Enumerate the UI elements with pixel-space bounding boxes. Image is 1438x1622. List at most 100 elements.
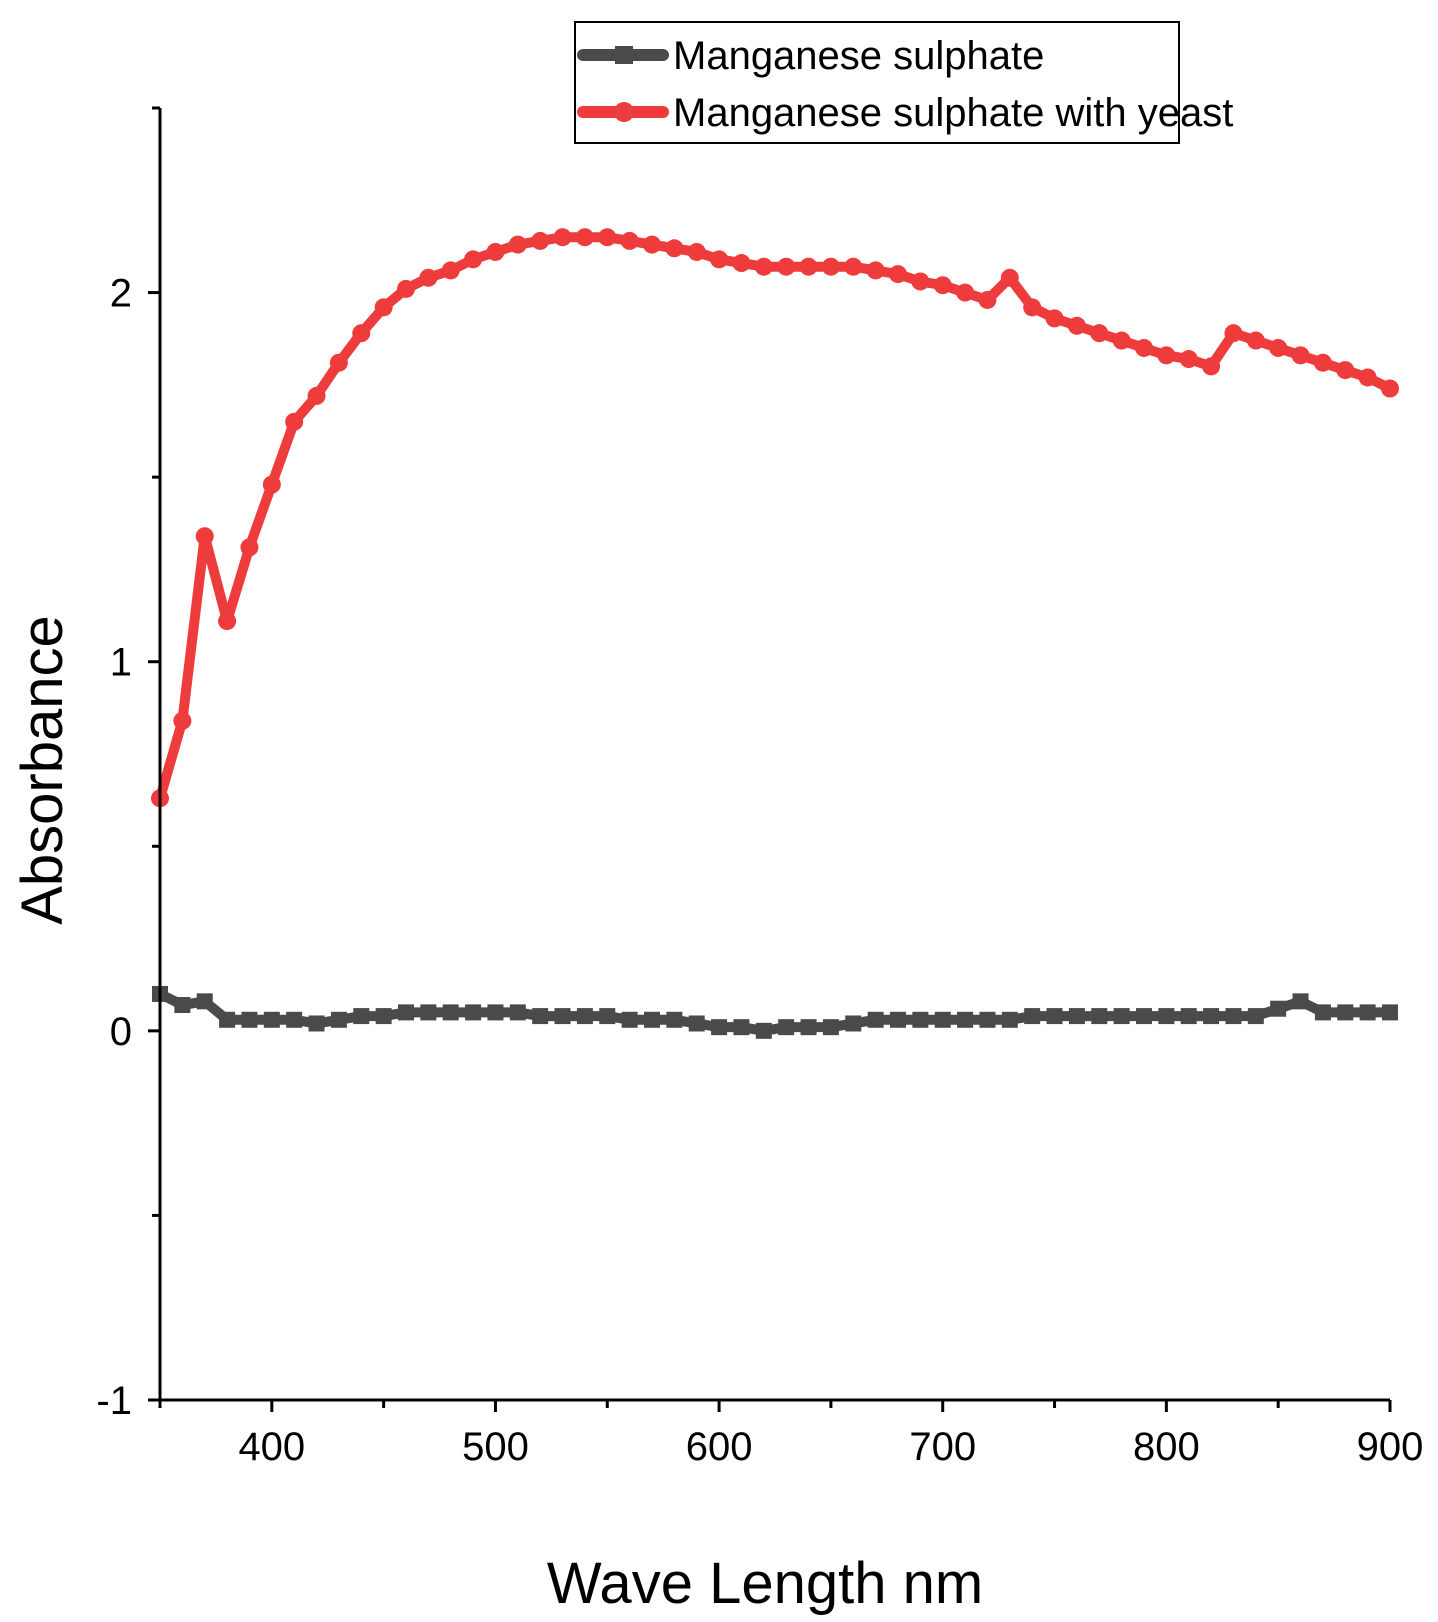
data-point	[1203, 1008, 1220, 1025]
data-point	[1291, 346, 1310, 365]
data-point	[889, 265, 907, 284]
data-point	[531, 231, 550, 250]
data-point	[778, 1019, 795, 1036]
data-point	[308, 1015, 325, 1032]
x-tick-label: 900	[1357, 1425, 1424, 1469]
data-point	[688, 1015, 705, 1032]
data-point	[1336, 361, 1355, 380]
data-point	[219, 1011, 236, 1028]
data-point	[911, 272, 930, 291]
data-point	[866, 261, 885, 280]
data-point	[1314, 1004, 1331, 1021]
data-point	[711, 1019, 728, 1036]
y-tick-label: -1	[96, 1379, 132, 1423]
data-point	[979, 1011, 996, 1028]
data-point	[1225, 1008, 1242, 1025]
data-point	[666, 1011, 683, 1028]
data-point	[441, 261, 460, 280]
data-point	[285, 412, 304, 431]
legend-items: Manganese sulphate Manganese sulphate wit…	[577, 34, 1233, 135]
data-point	[486, 242, 505, 261]
data-point	[620, 231, 639, 250]
data-point	[1136, 1008, 1152, 1025]
data-point	[754, 257, 773, 276]
data-point	[1313, 353, 1332, 372]
y-axis-title: Absorbance	[10, 615, 75, 925]
data-point	[1024, 1008, 1041, 1025]
data-point	[330, 1011, 347, 1028]
data-point	[1067, 316, 1086, 335]
series-1	[152, 985, 1398, 1039]
data-point	[464, 250, 483, 269]
data-point	[822, 1019, 839, 1036]
series-line	[155, 232, 1395, 804]
y-tick-label: 1	[110, 641, 132, 685]
data-point	[420, 1004, 437, 1021]
data-point	[262, 475, 281, 494]
data-point	[1359, 1004, 1376, 1021]
data-point	[710, 250, 729, 269]
data-point	[576, 1008, 593, 1025]
data-point	[1180, 1008, 1197, 1025]
data-point	[174, 997, 191, 1014]
data-point	[1224, 324, 1243, 343]
data-point	[286, 1011, 303, 1028]
data-point	[665, 239, 684, 258]
data-point	[644, 1011, 660, 1028]
data-point	[307, 386, 326, 405]
data-point	[241, 1011, 258, 1028]
data-point	[1001, 1011, 1018, 1028]
data-point	[195, 527, 214, 546]
data-point	[1157, 346, 1176, 365]
data-point	[912, 1011, 929, 1028]
data-point	[733, 1019, 750, 1036]
data-point	[933, 276, 952, 295]
x-tick-label: 400	[238, 1425, 305, 1469]
data-point	[240, 538, 259, 557]
data-point	[643, 235, 661, 254]
data-point	[196, 993, 213, 1010]
data-point	[598, 228, 617, 247]
data-point	[1270, 1000, 1287, 1017]
data-point	[1247, 1008, 1264, 1025]
series-2	[151, 228, 1399, 808]
legend: Manganese sulphate Manganese sulphate wit…	[574, 21, 1233, 144]
data-point	[1202, 357, 1221, 376]
data-point	[442, 1004, 459, 1021]
data-point	[934, 1011, 951, 1028]
data-point	[800, 1019, 817, 1036]
legend-swatch-marker	[614, 102, 634, 122]
data-point	[844, 257, 863, 276]
data-point	[957, 1011, 974, 1028]
data-point	[1112, 331, 1131, 350]
data-point	[1045, 309, 1064, 328]
data-point	[397, 279, 415, 298]
data-point	[1046, 1008, 1063, 1025]
data-point	[1135, 338, 1153, 357]
data-point	[890, 1011, 906, 1028]
data-point	[352, 324, 371, 343]
y-tick-label: 2	[110, 272, 132, 316]
x-tick-label: 500	[462, 1425, 529, 1469]
data-point	[845, 1015, 862, 1032]
data-point	[1382, 1004, 1398, 1021]
data-point	[353, 1008, 370, 1025]
data-point	[687, 242, 706, 261]
data-point	[1000, 268, 1019, 287]
data-point	[487, 1004, 504, 1021]
data-point	[218, 612, 237, 631]
data-point	[1090, 324, 1109, 343]
x-tick-label: 600	[686, 1425, 753, 1469]
data-point	[956, 283, 975, 302]
data-point	[173, 711, 192, 730]
data-point	[978, 290, 997, 309]
data-point	[553, 228, 572, 247]
data-point	[1023, 298, 1042, 317]
data-point	[1269, 338, 1288, 357]
y-tick-label: 0	[110, 1010, 132, 1054]
x-axis-title: Wave Length nm	[547, 1551, 983, 1616]
data-point	[1068, 1008, 1085, 1025]
data-point	[398, 1004, 414, 1021]
legend-item: Manganese sulphate	[577, 34, 1044, 78]
